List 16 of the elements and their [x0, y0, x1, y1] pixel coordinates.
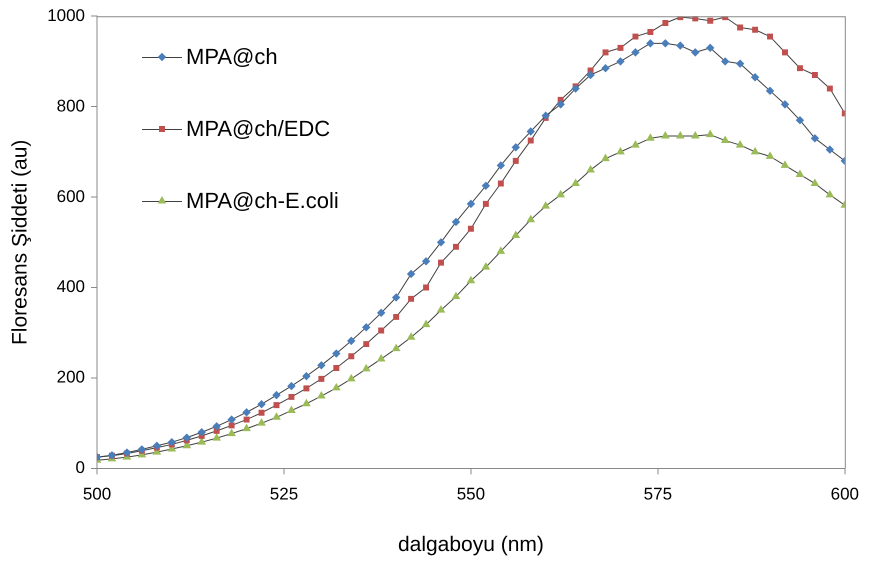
y-tick-label: 400 — [56, 277, 86, 296]
x-axis-title: dalgaboyu (nm) — [398, 533, 544, 556]
y-axis-title: Floresans Şiddeti (au) — [8, 140, 32, 346]
y-tick-label: 800 — [56, 96, 86, 116]
y-tick-label: 600 — [56, 186, 86, 206]
x-tick-label: 500 — [82, 484, 112, 504]
x-tick-label: 525 — [270, 484, 298, 504]
y-tick-label: 200 — [56, 368, 86, 387]
legend-label: MPA@ch/EDC — [186, 116, 330, 142]
x-tick-label: 550 — [456, 484, 486, 504]
x-tick-label: 600 — [830, 484, 860, 504]
y-tick-label: 1000 — [47, 6, 86, 25]
legend-label: MPA@ch — [186, 44, 278, 70]
x-tick-label: 575 — [644, 484, 672, 504]
y-tick-label: 0 — [76, 458, 86, 478]
legend-label: MPA@ch-E.coli — [186, 188, 339, 214]
